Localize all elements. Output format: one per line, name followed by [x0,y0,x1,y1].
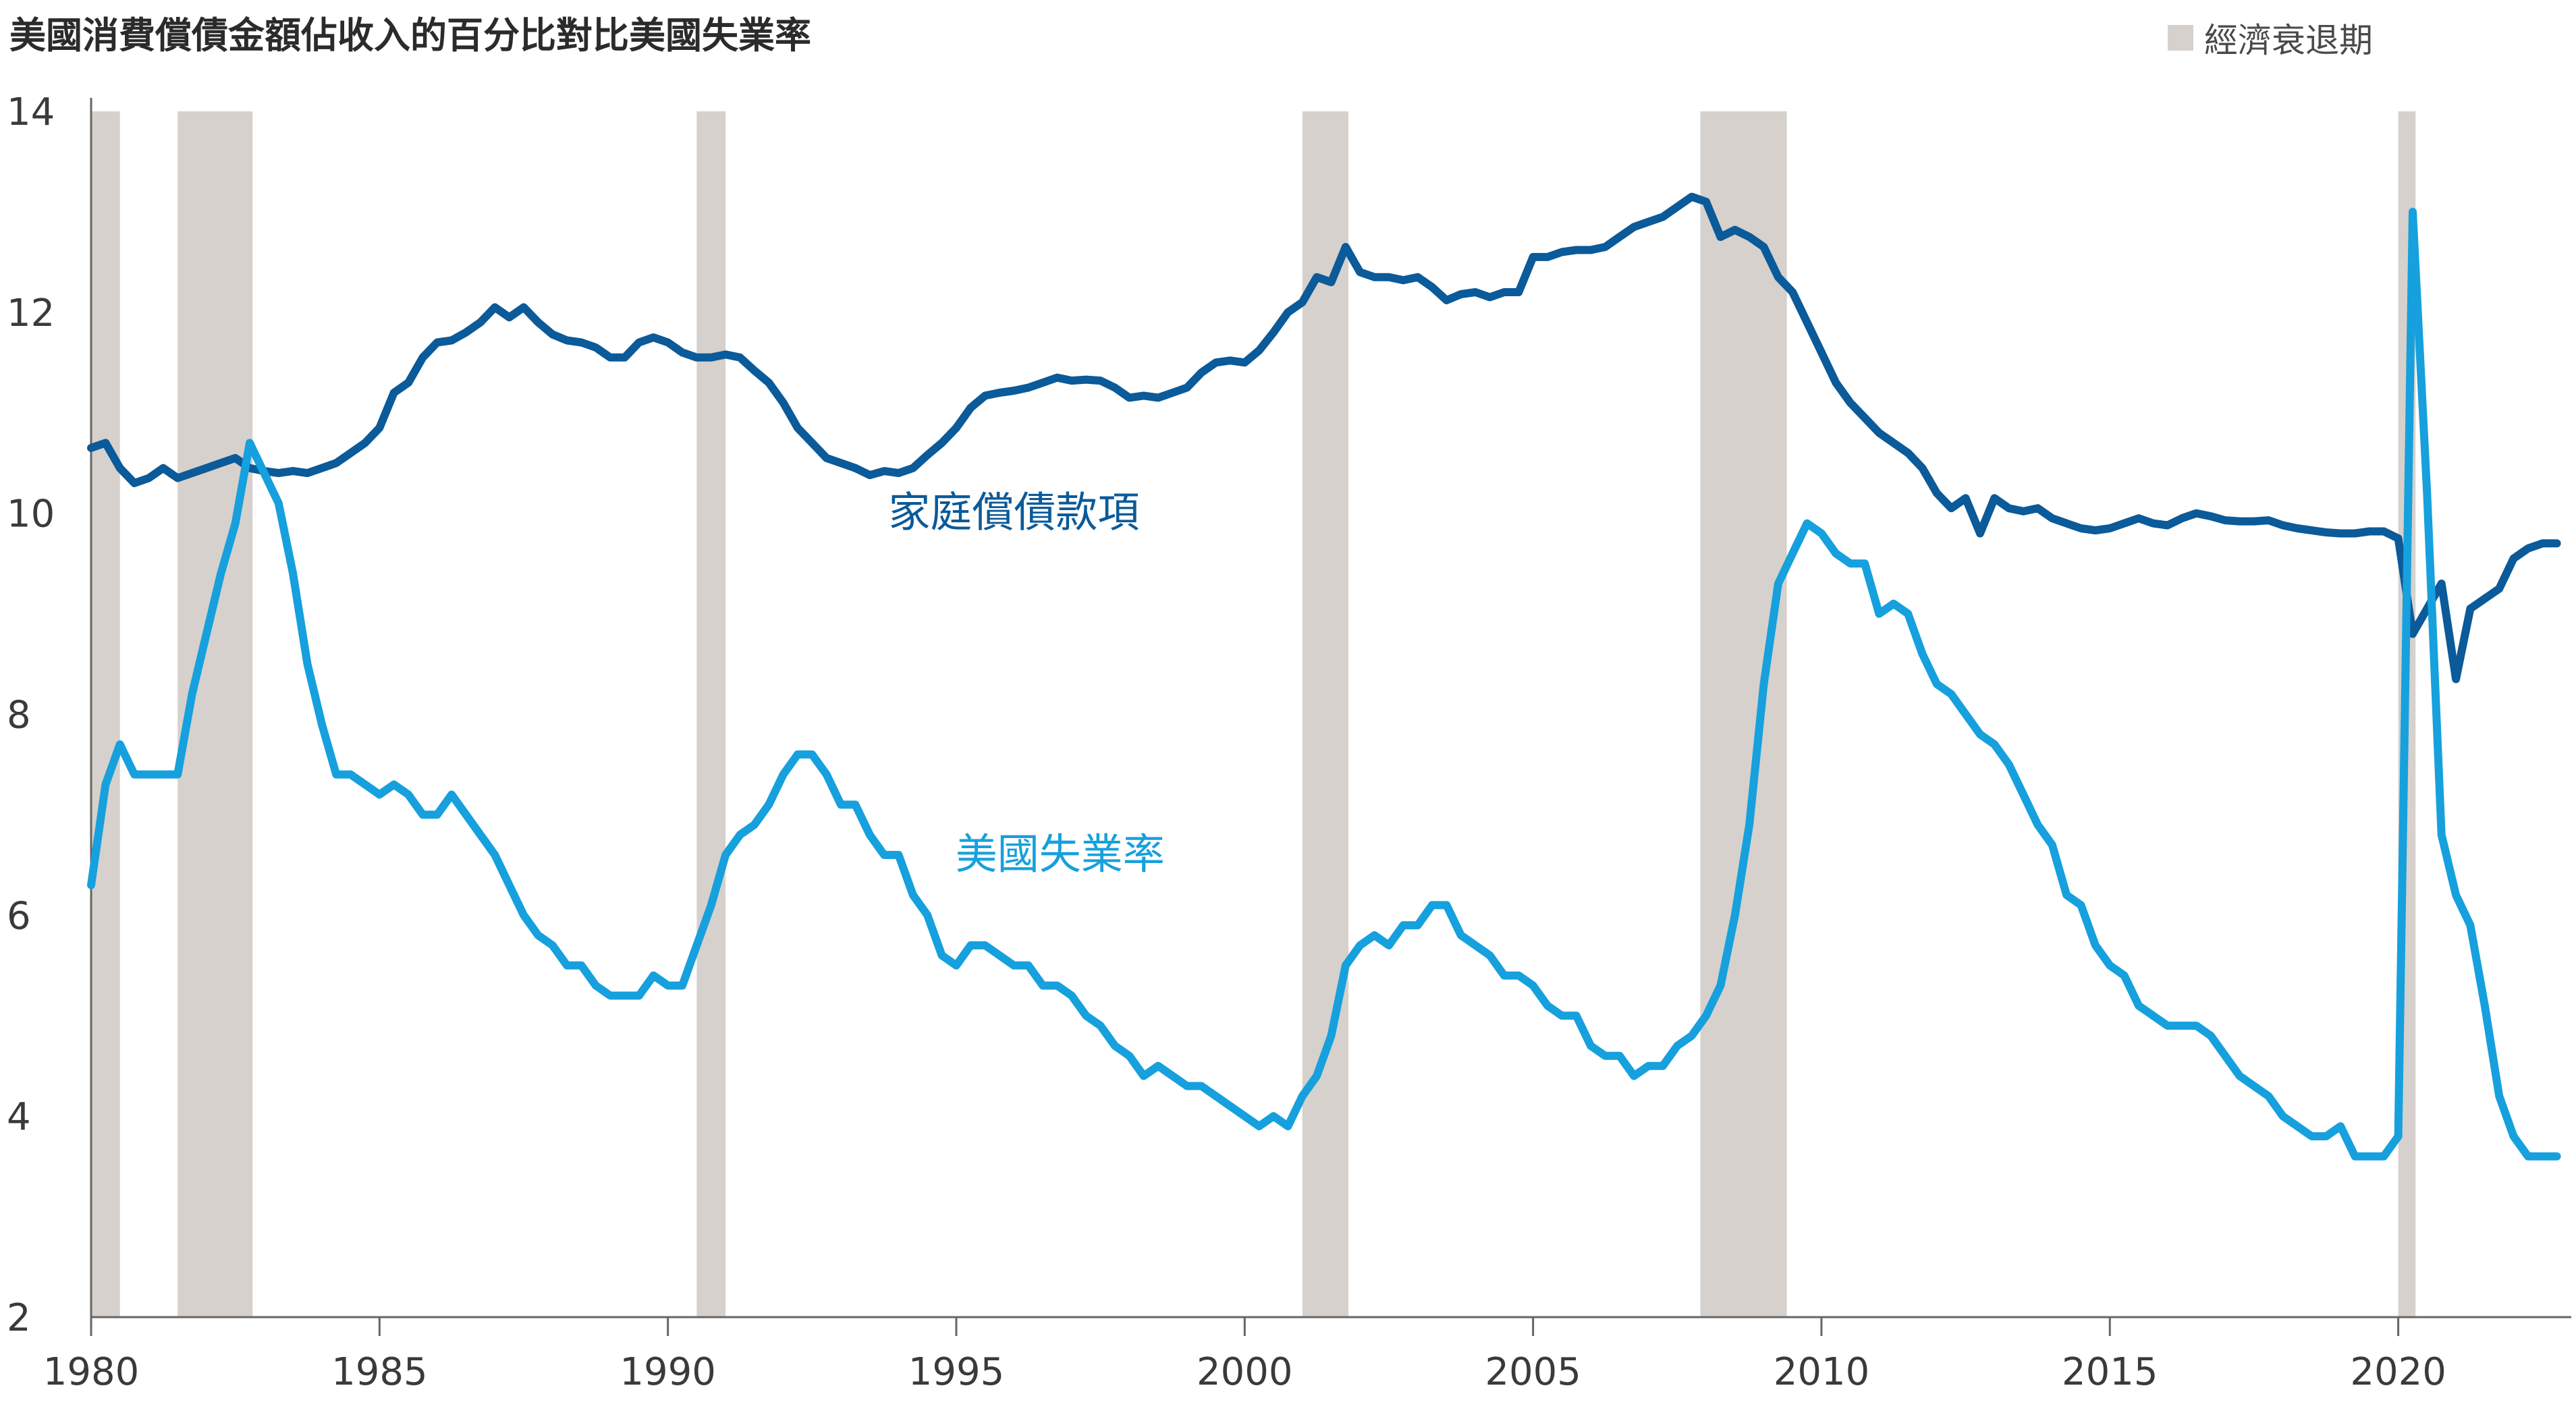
x-tick-label-1985: 1985 [331,1350,428,1394]
x-tick-label-2020: 2020 [2350,1350,2446,1394]
series-line-0 [87,192,2561,684]
x-tick-label-1995: 1995 [908,1350,1005,1394]
series-lines [87,192,2561,1161]
y-tick-label-10: 10 [7,493,55,536]
y-tick-label-2: 2 [7,1296,31,1340]
x-tick-label-2015: 2015 [2062,1350,2158,1394]
legend-recession-label: 經濟衰退期 [2204,21,2373,60]
x-tick-label-1980: 1980 [43,1350,140,1394]
chart-title: 美國消費償債金額佔收入的百分比對比美國失業率 [9,14,811,57]
y-tick-label-4: 4 [7,1095,31,1139]
series-line-1 [87,207,2561,1161]
recession-band-2 [696,111,726,1317]
x-tick-label-2005: 2005 [1485,1350,1581,1394]
recession-bands [91,111,2416,1317]
y-tick-label-14: 14 [7,90,55,134]
y-tick-label-12: 12 [7,291,55,335]
y-tick-label-6: 6 [7,894,31,938]
axes: 2 4 6 8 10 12 14 1980 1985 1990 1995 2000 2005 2010 20… [7,90,2571,1394]
series-label-1: 美國失業率 [956,829,1165,879]
y-tick-label-8: 8 [7,694,31,738]
x-tick-label-2010: 2010 [1774,1350,1870,1394]
recession-band-4 [1700,111,1787,1317]
series-label-0: 家庭償債款項 [888,488,1139,537]
legend-recession-swatch [2168,25,2193,51]
legend: 經濟衰退期 [2168,13,2373,62]
x-tick-label-1990: 1990 [620,1350,716,1394]
recession-band-3 [1302,111,1349,1317]
x-tick-label-2000: 2000 [1197,1350,1293,1394]
recession-band-0 [91,111,120,1317]
